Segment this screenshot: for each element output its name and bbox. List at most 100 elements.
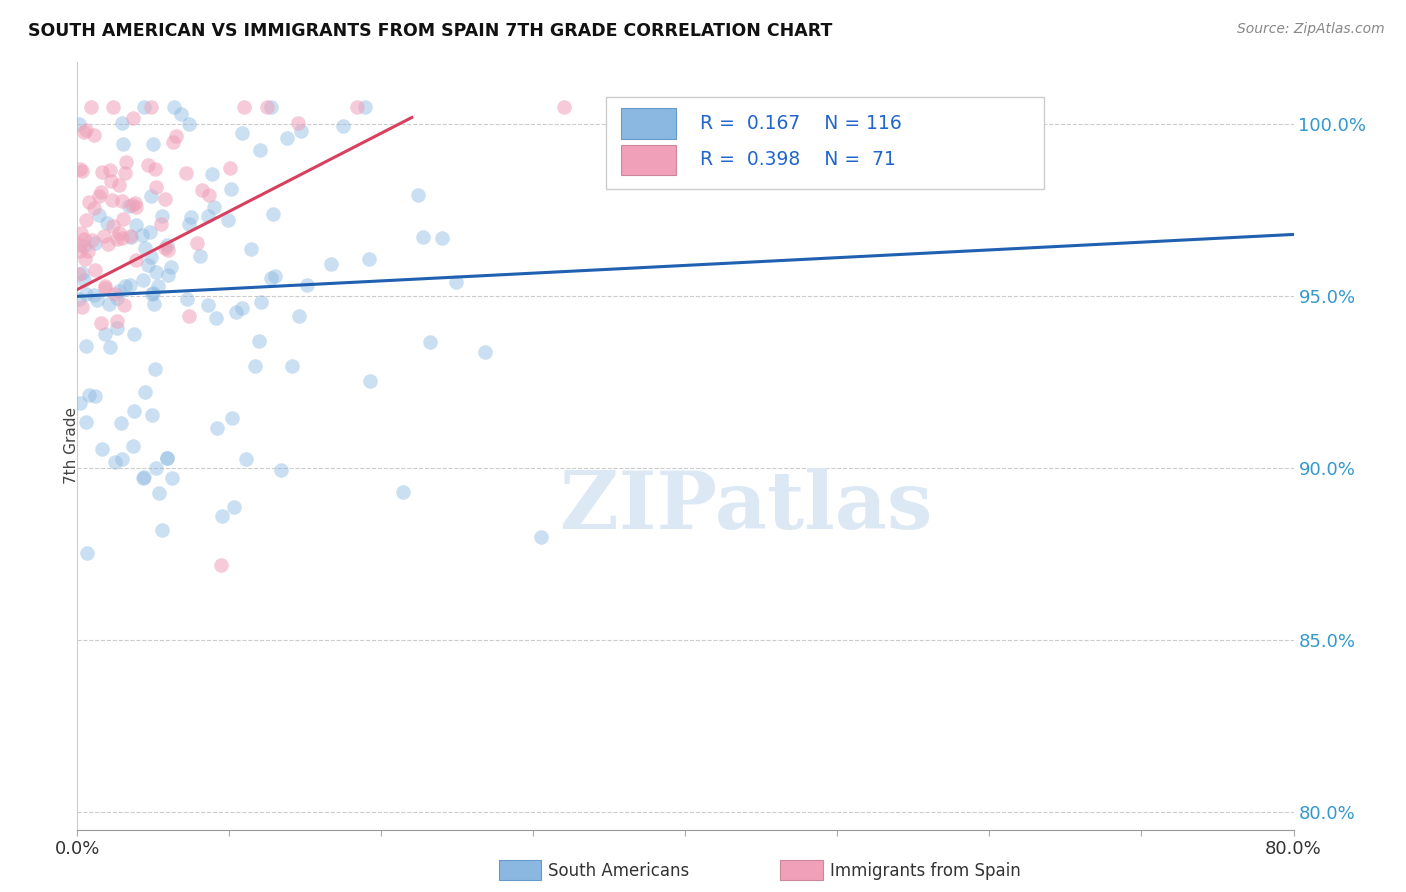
Point [115, 154, 138, 169]
Point [69, 244, 91, 258]
Point [186, 235, 208, 250]
Point [132, 470, 155, 484]
Point [148, 278, 170, 293]
Point [138, 225, 160, 239]
Point [134, 241, 156, 255]
Point [141, 286, 163, 301]
Point [90, 165, 112, 179]
Point [83, 288, 105, 302]
Point [156, 244, 179, 258]
Point [83, 128, 105, 143]
Point [112, 298, 135, 312]
Point [231, 301, 253, 315]
Point [90, 316, 112, 330]
Point [75, 287, 97, 301]
Point [202, 200, 225, 214]
Point [139, 250, 162, 264]
Point [111, 116, 134, 130]
Point [250, 294, 273, 309]
Point [553, 100, 575, 114]
Point [156, 450, 179, 465]
Point [319, 257, 342, 271]
Point [153, 241, 176, 255]
Point [141, 100, 163, 114]
Point [125, 200, 148, 214]
Point [145, 265, 167, 279]
Point [77, 388, 100, 402]
Text: SOUTH AMERICAN VS IMMIGRANTS FROM SPAIN 7TH GRADE CORRELATION CHART: SOUTH AMERICAN VS IMMIGRANTS FROM SPAIN … [28, 22, 832, 40]
Point [122, 404, 145, 418]
Point [197, 298, 219, 312]
Point [83, 201, 105, 215]
Point [163, 100, 186, 114]
Point [80, 100, 103, 114]
Bar [621, 109, 676, 139]
Point [153, 192, 176, 206]
Point [249, 143, 271, 157]
Point [156, 451, 179, 466]
Point [287, 310, 309, 324]
Point [211, 508, 233, 523]
Text: ZIPatlas: ZIPatlas [560, 468, 932, 547]
Point [419, 335, 441, 350]
Point [101, 100, 124, 114]
Point [444, 276, 467, 290]
Point [75, 252, 97, 266]
Point [136, 258, 159, 272]
Point [201, 167, 224, 181]
Point [346, 100, 368, 114]
Point [75, 416, 97, 430]
Text: R =  0.167    N = 116: R = 0.167 N = 116 [700, 114, 901, 133]
Point [179, 309, 201, 323]
Point [280, 359, 302, 373]
Point [256, 100, 278, 114]
Point [122, 111, 145, 125]
Point [107, 226, 129, 240]
FancyBboxPatch shape [606, 97, 1045, 189]
Point [124, 196, 146, 211]
Point [134, 385, 156, 400]
Point [94, 327, 117, 342]
Point [98, 296, 121, 310]
Point [125, 253, 148, 268]
Point [219, 161, 242, 176]
Point [94, 278, 117, 293]
Point [104, 286, 127, 301]
Point [143, 162, 166, 177]
Point [121, 440, 143, 454]
Point [156, 238, 179, 252]
Point [94, 281, 117, 295]
Point [121, 198, 143, 212]
Point [131, 273, 153, 287]
Point [136, 158, 159, 172]
Text: South Americans: South Americans [548, 862, 689, 880]
Point [232, 100, 254, 114]
Point [75, 212, 97, 227]
Point [225, 305, 247, 319]
Point [114, 166, 136, 180]
Point [240, 242, 263, 256]
Point [205, 421, 228, 435]
Point [150, 523, 173, 537]
Point [260, 100, 283, 114]
Point [143, 362, 166, 376]
Point [406, 187, 429, 202]
Point [111, 231, 134, 245]
Point [69, 396, 91, 410]
Point [145, 180, 167, 194]
Point [290, 123, 312, 137]
Point [101, 219, 124, 233]
Text: Immigrants from Spain: Immigrants from Spain [830, 862, 1021, 880]
Point [72, 266, 94, 280]
Point [270, 463, 292, 477]
Point [100, 193, 122, 207]
Point [530, 530, 553, 544]
Point [160, 260, 183, 274]
Point [198, 188, 221, 202]
Point [86, 293, 108, 308]
Point [235, 452, 257, 467]
Y-axis label: 7th Grade: 7th Grade [65, 408, 79, 484]
Point [110, 416, 132, 430]
Point [98, 340, 121, 354]
Point [245, 359, 267, 373]
